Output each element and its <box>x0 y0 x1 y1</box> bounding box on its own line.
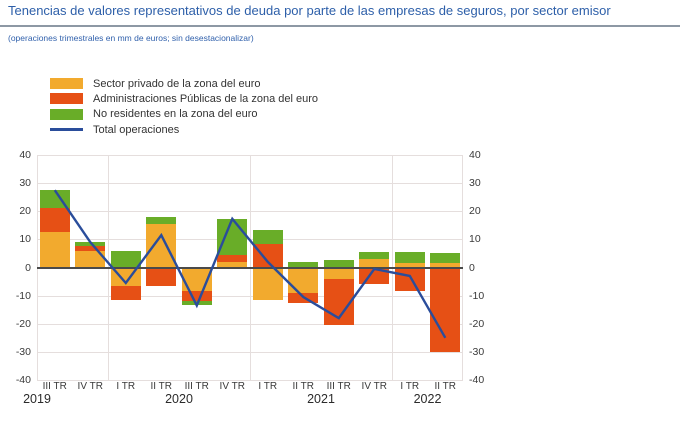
legend-label: No residentes en la zona del euro <box>93 108 258 121</box>
bar-segment-aapp <box>39 208 70 233</box>
bar-segment-no-residentes <box>252 229 283 244</box>
bar-segment-privado <box>394 263 425 268</box>
bar-segment-aapp <box>252 243 283 268</box>
bar-segment-privado <box>217 261 248 268</box>
x-tick-quarter-label: III TR <box>184 381 209 392</box>
public-administrations-swatch-icon <box>50 93 83 105</box>
legend-item-privado: Sector privado de la zona del euro <box>50 76 318 91</box>
y-tick-label-left: 10 <box>19 233 31 246</box>
y-tick-label-right: 40 <box>469 149 481 161</box>
bar-segment-no-residentes <box>359 252 390 260</box>
bar-segment-aapp <box>110 285 141 300</box>
bar-segment-no-residentes <box>430 253 461 264</box>
bar-segment-privado <box>146 223 177 268</box>
bar-segment-no-residentes <box>110 250 141 268</box>
x-year-label: 2019 <box>23 392 51 406</box>
y-tick-label-left: -10 <box>15 289 31 302</box>
bar-segment-no-residentes <box>394 252 425 264</box>
bar-segment-no-residentes <box>39 190 70 209</box>
y-tick-label-left: -40 <box>15 374 31 386</box>
y-tick-label-left: 0 <box>25 261 31 274</box>
total-line-swatch-icon <box>50 128 83 131</box>
zero-axis-line <box>37 266 463 269</box>
gridline <box>37 380 463 381</box>
legend-label: Sector privado de la zona del euro <box>93 77 261 90</box>
bar-segment-no-residentes <box>323 260 354 268</box>
y-tick-label-right: -30 <box>469 345 485 358</box>
y-tick-label-right: 0 <box>469 261 475 274</box>
y-tick-label-right: -40 <box>469 374 485 386</box>
x-year-label: 2021 <box>307 392 335 406</box>
x-tick-quarter-label: I TR <box>116 381 136 392</box>
y-tick-label-right: -10 <box>469 289 485 302</box>
x-year-label: 2020 <box>165 392 193 406</box>
y-tick-label-right: 10 <box>469 233 481 246</box>
legend-item-aapp: Administraciones Públicas de la zona del… <box>50 91 318 106</box>
bar-segment-aapp <box>146 267 177 286</box>
chart-plot-area <box>37 155 463 381</box>
y-tick-label-right: -20 <box>469 317 485 330</box>
x-tick-quarter-label: IV TR <box>219 381 245 392</box>
x-tick-quarter-label: II TR <box>434 381 456 392</box>
x-tick-quarter-label: III TR <box>42 381 67 392</box>
chart-title: Tenencias de valores representativos de … <box>8 3 611 18</box>
y-tick-label-left: 40 <box>19 149 31 161</box>
non-residents-swatch-icon <box>50 108 83 120</box>
y-tick-label-left: 30 <box>19 177 31 190</box>
legend: Sector privado de la zona del euro Admin… <box>50 76 318 137</box>
y-tick-label-left: -20 <box>15 317 31 330</box>
x-tick-quarter-label: IV TR <box>361 381 387 392</box>
y-tick-label-right: 30 <box>469 177 481 190</box>
x-year-label: 2022 <box>413 392 442 406</box>
legend-label: Administraciones Públicas de la zona del… <box>93 92 319 105</box>
private-sector-swatch-icon <box>50 78 83 90</box>
bar-segment-aapp <box>181 291 212 302</box>
bar-segment-privado <box>39 232 70 268</box>
bar-segment-aapp <box>75 246 106 251</box>
bar-segment-aapp <box>217 255 248 262</box>
x-tick-quarter-label: III TR <box>326 381 351 392</box>
x-tick-quarter-label: I TR <box>258 381 278 392</box>
x-tick-quarter-label: IV TR <box>77 381 103 392</box>
bar-segment-privado <box>323 267 354 279</box>
bar-segment-no-residentes <box>146 216 177 224</box>
y-tick-label-left: -30 <box>15 345 31 358</box>
x-tick-quarter-label: II TR <box>292 381 314 392</box>
x-tick-quarter-label: I TR <box>400 381 420 392</box>
bar-segment-no-residentes <box>75 242 106 247</box>
legend-item-no-residentes: No residentes en la zona del euro <box>50 107 318 122</box>
total-line <box>53 189 447 339</box>
x-tick-quarter-label: II TR <box>150 381 172 392</box>
legend-item-total: Total operaciones <box>50 122 318 137</box>
title-divider <box>0 25 680 27</box>
bar-segment-no-residentes <box>217 218 248 256</box>
bar-segment-privado <box>75 250 106 268</box>
y-tick-label-left: 20 <box>19 205 31 218</box>
legend-label: Total operaciones <box>93 123 180 136</box>
chart-subtitle: (operaciones trimestrales en mm de euros… <box>8 33 254 43</box>
bar-segment-privado <box>430 263 461 268</box>
bar-segment-no-residentes <box>288 261 319 268</box>
y-tick-label-right: 20 <box>469 205 481 218</box>
bar-segment-privado <box>359 259 390 268</box>
